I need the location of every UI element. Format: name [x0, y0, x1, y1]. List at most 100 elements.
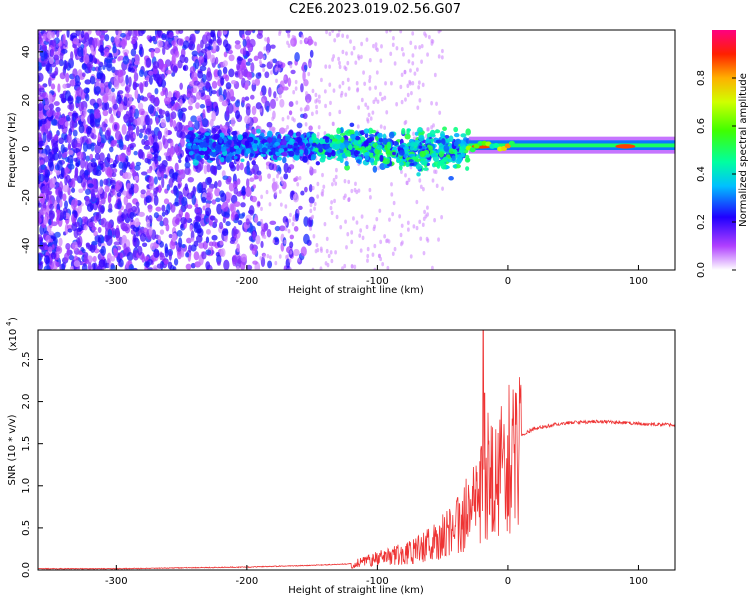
- spectrogram-noise-cell: [219, 240, 224, 246]
- spectrogram-noise-cell: [38, 72, 44, 82]
- spectrogram-noise-cell: [350, 188, 354, 194]
- spectrogram-noise-cell: [173, 201, 180, 207]
- spectrogram-signal-cell: [256, 128, 261, 134]
- spectrogram-noise-cell: [391, 251, 395, 256]
- spectrogram-noise-cell: [158, 109, 166, 115]
- spectrogram-noise-cell: [325, 30, 328, 35]
- spectrogram-noise-cell: [172, 266, 177, 270]
- spectrogram-noise-cell: [346, 232, 350, 237]
- spectrogram-noise-cell: [171, 53, 177, 65]
- spectrogram-noise-cell: [303, 233, 310, 245]
- spectrogram-noise-cell: [38, 216, 41, 227]
- spectrogram-noise-cell: [73, 255, 79, 262]
- spectrogram-noise-cell: [435, 101, 438, 106]
- spectrogram-noise-cell: [253, 174, 257, 180]
- spectrogram-noise-cell: [291, 34, 295, 40]
- spectrogram-signal-cell: [228, 161, 235, 169]
- spectrogram-noise-cell: [56, 159, 63, 171]
- spectrogram-noise-cell: [85, 125, 92, 135]
- spectrogram-noise-cell: [163, 152, 171, 157]
- spectrogram-noise-cell: [378, 91, 382, 97]
- spectrogram-noise-cell: [315, 110, 319, 115]
- spectrogram-noise-cell: [360, 97, 364, 103]
- spectrogram-signal-cell: [388, 131, 395, 139]
- spectrogram-signal-cell: [252, 143, 258, 150]
- spectrogram-noise-cell: [187, 177, 195, 183]
- spectrogram-noise-cell: [304, 186, 308, 193]
- spectrogram-noise-cell: [307, 35, 313, 46]
- spectrogram-noise-cell: [181, 196, 188, 207]
- spectrogram-noise-cell: [385, 110, 389, 115]
- spectrogram-signal-cell: [438, 143, 444, 150]
- spectrogram-signal-cell: [408, 159, 414, 163]
- spectrogram-noise-cell: [284, 226, 288, 232]
- spectrogram-noise-cell: [412, 131, 415, 137]
- spectrogram-signal-cell: [429, 138, 435, 143]
- spectrogram-noise-cell: [109, 164, 116, 169]
- spectrogram-noise-cell: [100, 235, 105, 244]
- spectrogram-noise-cell: [244, 115, 251, 125]
- spectrogram-noise-cell: [306, 160, 310, 165]
- spectrogram-noise-cell: [104, 34, 110, 42]
- spectrogram-noise-cell: [97, 65, 102, 72]
- spectrogram-noise-cell: [279, 98, 285, 108]
- spectrogram-noise-cell: [222, 60, 228, 67]
- spectrogram-noise-cell: [227, 49, 233, 55]
- spectrogram-noise-cell: [172, 65, 178, 74]
- spectrogram-noise-cell: [119, 169, 124, 176]
- spectrogram-signal-cell: [204, 132, 211, 136]
- x-tick-label: 0: [505, 276, 511, 287]
- spectrogram-signal-cell: [348, 129, 355, 135]
- spectrogram-signal-cell: [336, 157, 342, 162]
- spectrogram-signal-cell: [287, 147, 294, 152]
- spectrogram-noise-cell: [313, 206, 316, 211]
- spectrogram-noise-cell: [143, 145, 151, 150]
- spectrogram-noise-cell: [287, 43, 291, 48]
- spectrogram-noise-cell: [368, 74, 372, 80]
- spectrogram-noise-cell: [321, 172, 324, 178]
- spectrogram-noise-cell: [42, 132, 47, 144]
- spectrogram-signal-cell: [305, 143, 311, 148]
- spectrogram-noise-cell: [266, 253, 270, 259]
- spectrogram-signal-cell: [187, 127, 194, 131]
- spectrogram-noise-cell: [309, 208, 313, 214]
- spectrogram-noise-cell: [430, 101, 433, 106]
- spectrogram-noise-cell: [259, 256, 263, 261]
- spectrogram-signal-cell: [453, 132, 460, 138]
- spectrogram-noise-cell: [296, 182, 300, 187]
- spectrogram-noise-cell: [46, 131, 51, 139]
- spectrogram-noise-cell: [333, 198, 336, 204]
- spectrogram-noise-cell: [417, 85, 421, 90]
- spectrogram-noise-cell: [134, 175, 139, 181]
- spectrogram-signal-cell: [404, 149, 409, 154]
- spectrogram-noise-cell: [383, 234, 387, 239]
- spectrogram-signal-cell: [265, 143, 272, 147]
- spectrogram-noise-cell: [174, 90, 181, 99]
- spectrogram-noise-cell: [379, 239, 383, 245]
- spectrogram-noise-cell: [177, 249, 183, 260]
- spectrogram-noise-cell: [86, 203, 94, 212]
- spectrogram-noise-cell: [411, 53, 415, 58]
- spectrogram-noise-cell: [251, 128, 258, 135]
- spectrogram-noise-cell: [184, 161, 191, 169]
- spectrogram-noise-cell: [422, 250, 426, 256]
- spectrogram-noise-cell: [263, 46, 267, 51]
- spectrogram-noise-cell: [51, 244, 55, 250]
- spectrogram-noise-cell: [236, 265, 240, 270]
- spectrogram-noise-cell: [405, 180, 409, 186]
- spectrogram-noise-cell: [182, 40, 190, 49]
- spectrogram-signal-cell: [191, 133, 196, 139]
- spectrogram-noise-cell: [122, 55, 130, 65]
- spectrogram-noise-cell: [202, 205, 206, 211]
- spectrogram-noise-cell: [299, 39, 303, 45]
- spectrogram-noise-cell: [323, 131, 327, 136]
- spectrogram-noise-cell: [241, 190, 246, 196]
- spectrogram-noise-cell: [404, 173, 407, 178]
- spectrogram-noise-cell: [399, 84, 403, 90]
- colorbar-tick-label: 0.2: [696, 214, 707, 230]
- spectrogram-noise-cell: [427, 34, 431, 40]
- spectrogram-noise-cell: [157, 155, 162, 162]
- spectrogram-noise-cell: [409, 68, 412, 73]
- spectrogram-noise-cell: [275, 96, 279, 102]
- spectrogram-noise-cell: [367, 112, 371, 118]
